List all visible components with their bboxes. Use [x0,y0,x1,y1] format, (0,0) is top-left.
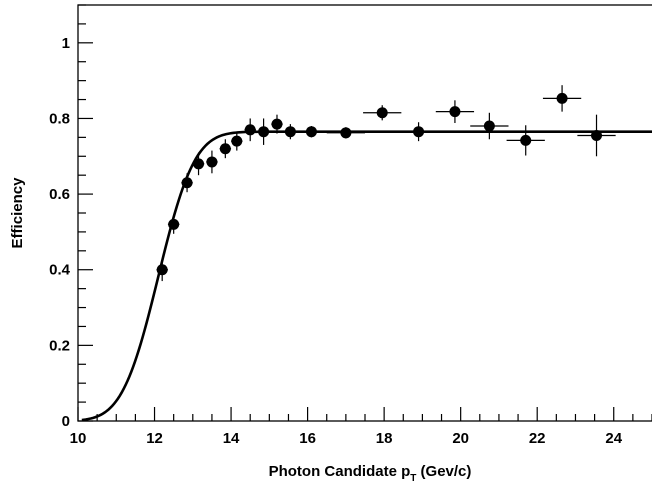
x-tick-label: 18 [376,430,393,447]
data-marker [305,126,317,138]
x-tick-label: 20 [452,430,469,447]
y-axis-tick-labels: 0 0.2 0.4 0.6 0.8 1 [49,35,71,430]
data-point [363,105,402,121]
y-tick-label: 1 [62,35,70,52]
data-marker [181,177,193,189]
data-point [206,150,218,174]
x-tick-label: 22 [529,430,546,447]
data-marker [168,218,180,230]
x-tick-label: 14 [223,430,240,447]
data-point [244,118,256,142]
x-tick-label: 12 [146,430,163,447]
data-point [156,258,168,282]
y-tick-label: 0 [62,413,70,430]
data-marker [244,124,256,136]
data-marker [271,118,283,130]
x-axis-ticks [77,407,652,421]
data-point [506,125,545,156]
data-point [231,131,243,151]
data-marker [258,126,270,138]
data-marker [206,156,218,168]
x-tick-label: 10 [70,430,87,447]
x-axis-title-unit: (Gev/c) [416,463,471,480]
y-tick-label: 0.8 [49,110,70,127]
data-marker [284,126,296,138]
y-axis-ticks [78,4,93,422]
data-marker [376,107,388,119]
x-axis-title-main: Photon Candidate p [269,463,411,480]
data-marker [193,158,205,170]
data-point [282,124,299,140]
x-axis-title-subscript: T [410,473,416,484]
data-marker [520,134,532,146]
plot-frame [77,4,652,422]
data-marker [231,135,243,147]
data-point [577,114,616,157]
x-axis-tick-labels: 10 12 14 16 18 20 22 24 [70,430,623,447]
y-tick-label: 0.6 [49,186,70,203]
data-marker [591,129,603,141]
data-point [271,114,283,134]
data-point [299,126,323,138]
data-point [399,122,438,142]
data-point [326,127,365,139]
data-point [542,85,582,112]
data-marker [556,92,568,104]
data-marker [483,120,495,132]
data-marker [340,127,352,139]
data-point [257,118,270,145]
data-marker [219,143,231,155]
data-point [181,173,193,193]
x-tick-label: 24 [605,430,622,447]
data-point [435,100,475,123]
data-point [470,112,509,140]
data-marker [413,126,425,138]
y-tick-label: 0.2 [49,337,70,354]
data-point [192,152,205,176]
data-marker [449,106,461,118]
x-tick-label: 16 [299,430,316,447]
data-point [167,214,180,234]
data-points [156,85,616,282]
data-marker [156,264,168,276]
y-tick-label: 0.4 [49,262,71,279]
fit-curve [81,130,652,422]
x-axis-title: Photon Candidate pT (Gev/c) [269,463,472,484]
data-point [219,139,232,159]
y-axis-title: Efficiency [9,177,26,249]
